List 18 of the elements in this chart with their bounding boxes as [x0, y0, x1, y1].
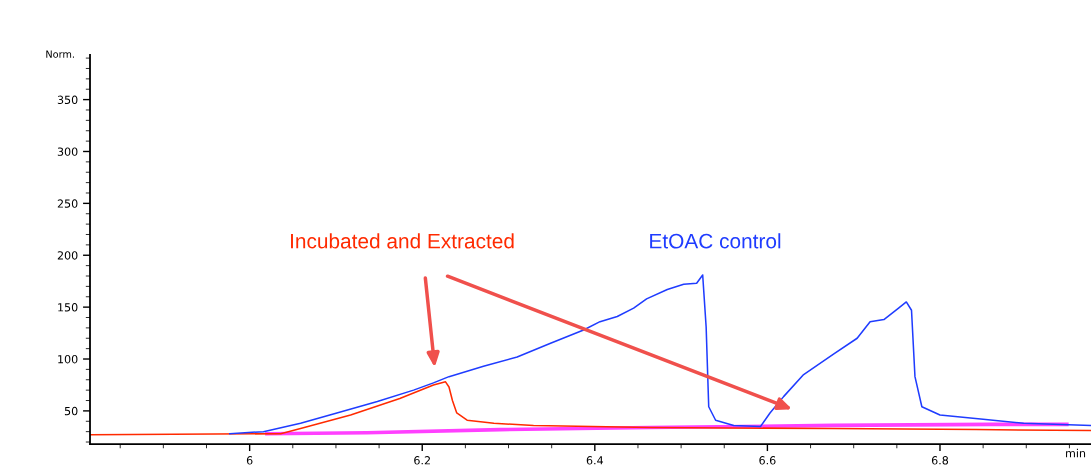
x-tick-label: 6	[246, 456, 253, 465]
x-tick-label: 6.2	[414, 456, 430, 465]
y-tick-label: 50	[64, 406, 78, 416]
line-series	[90, 381, 1091, 436]
y-axis-title: Norm.	[46, 50, 74, 58]
series-label: EtOAC control	[650, 233, 781, 249]
line-series	[229, 274, 1091, 435]
text: Incubated and Extracted	[291, 233, 514, 249]
x-axis-title: min	[1066, 448, 1086, 458]
x-tick-label: 6.8	[931, 456, 949, 465]
x-tick-label: 6.4	[586, 456, 604, 465]
x-tick-label: 6.6	[759, 456, 776, 465]
y-tick-label: 100	[58, 354, 78, 364]
y-tick-label: 250	[57, 199, 78, 208]
y-tick-label: 300	[57, 147, 78, 156]
y-tick-label: 200	[57, 251, 78, 260]
y-tick-label: 350	[57, 95, 78, 104]
y-tick-label: 150	[58, 303, 78, 312]
